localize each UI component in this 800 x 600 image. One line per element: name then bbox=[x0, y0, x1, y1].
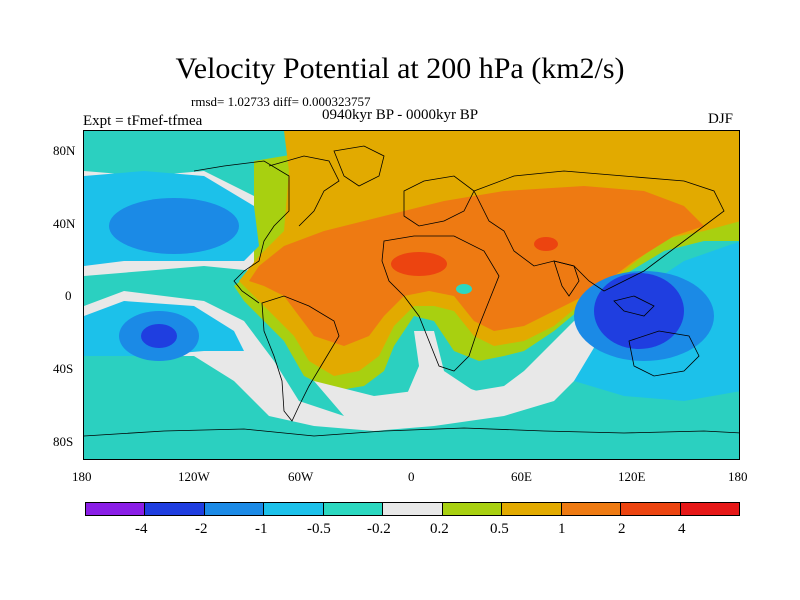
lat-label-40s: 40S bbox=[53, 361, 74, 376]
lon-label-180e: 180 bbox=[728, 469, 748, 484]
contour-max-africa bbox=[391, 252, 447, 276]
stats-text: rmsd= 1.02733 diff= 0.000323757 bbox=[191, 94, 371, 109]
colorbar-label: 2 bbox=[618, 521, 626, 537]
colorbar-swatch bbox=[264, 503, 324, 515]
lon-label-60w: 60W bbox=[288, 469, 314, 484]
colorbar-swatch bbox=[204, 503, 265, 515]
lat-label-80s: 80S bbox=[53, 434, 74, 449]
colorbar-swatch bbox=[442, 503, 503, 515]
colorbar bbox=[85, 502, 740, 516]
colorbar-label: -4 bbox=[135, 521, 148, 537]
contour-negative-ip-core bbox=[594, 273, 684, 349]
lon-label-0: 0 bbox=[408, 469, 415, 484]
contour-negative-sp-core bbox=[141, 324, 177, 348]
contour-small-cyan bbox=[456, 284, 472, 294]
experiment-label: Expt = tFmef-tfmea bbox=[83, 113, 203, 129]
plot-title: Velocity Potential at 200 hPa (km2/s) bbox=[175, 52, 625, 85]
colorbar-label: 1 bbox=[558, 521, 566, 537]
colorbar-label: 0.2 bbox=[430, 521, 449, 537]
contour-max-arabia bbox=[534, 237, 558, 251]
lon-label-180w: 180 bbox=[72, 469, 92, 484]
contour-orange-band bbox=[249, 186, 704, 346]
map-panel bbox=[83, 130, 740, 460]
lon-label-120w: 120W bbox=[178, 469, 210, 484]
colorbar-label: -0.2 bbox=[367, 521, 391, 537]
lat-label-eq: 0 bbox=[65, 288, 72, 303]
contour-southern-band bbox=[314, 361, 554, 421]
colorbar-swatch bbox=[561, 503, 622, 515]
colorbar-swatch bbox=[680, 503, 739, 515]
colorbar-label: 4 bbox=[678, 521, 686, 537]
lat-label-80n: 80N bbox=[53, 143, 76, 158]
lon-label-120e: 120E bbox=[618, 469, 646, 484]
colorbar-label: -0.5 bbox=[307, 521, 331, 537]
colorbar-swatch bbox=[86, 503, 146, 515]
colorbar-label: -2 bbox=[195, 521, 208, 537]
colorbar-swatch bbox=[621, 503, 681, 515]
contour-negative-pacific-core bbox=[109, 198, 239, 254]
season-label: DJF bbox=[708, 111, 734, 127]
colorbar-swatch bbox=[323, 503, 384, 515]
coastlines bbox=[84, 145, 739, 437]
lat-label-40n: 40N bbox=[53, 216, 76, 231]
colorbar-swatch bbox=[383, 503, 443, 515]
colorbar-swatch bbox=[145, 503, 205, 515]
lon-label-60e: 60E bbox=[511, 469, 532, 484]
colorbar-label: -1 bbox=[255, 521, 268, 537]
colorbar-swatch bbox=[502, 503, 562, 515]
contour-map bbox=[84, 131, 739, 459]
colorbar-label: 0.5 bbox=[490, 521, 509, 537]
period-label: 0940kyr BP - 0000kyr BP bbox=[322, 107, 479, 123]
